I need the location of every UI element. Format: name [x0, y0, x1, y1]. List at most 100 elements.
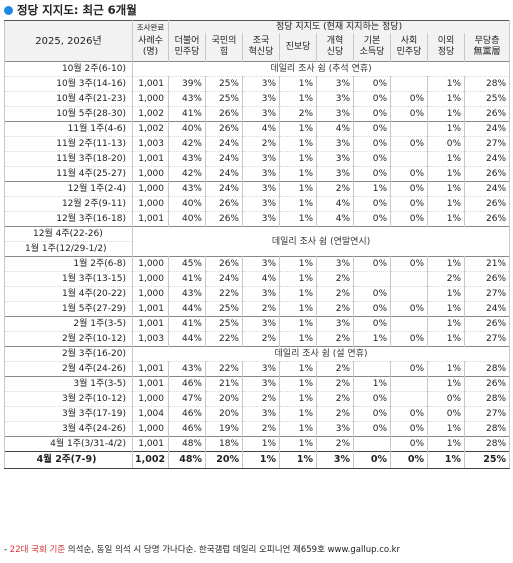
- percent-cell: 20%: [205, 391, 243, 407]
- percent-cell: 20%: [205, 406, 243, 422]
- percent-cell: 1%: [427, 331, 465, 347]
- sample-size: 1,000: [132, 256, 169, 272]
- table-row: 11월 4주(25-27) 1,000 42% 24% 3% 1% 3% 0% 0% 1% 26%: [4, 166, 511, 182]
- table-row: 2월 1주(3-5) 1,001 41% 25% 3% 1% 3% 0% 1% 26%: [4, 316, 511, 332]
- percent-cell: 44%: [168, 331, 206, 347]
- table-row: 10월 4주(21-23) 1,000 43% 25% 3% 1% 3% 0% 0% 1% 25%: [4, 91, 511, 107]
- percent-cell: 1%: [427, 316, 465, 332]
- period-label: 3월 2주(10-12): [4, 391, 133, 407]
- percent-cell: 40%: [168, 211, 206, 227]
- percent-cell: 1%: [427, 211, 465, 227]
- percent-cell: 0%: [390, 91, 428, 107]
- percent-cell: 25%: [205, 316, 243, 332]
- percent-cell: 1%: [427, 91, 465, 107]
- percent-cell: 0%: [353, 391, 391, 407]
- percent-cell: 3%: [316, 136, 354, 152]
- latest-row: 4월 2주(7-9) 1,002 48% 20% 1% 1% 3% 0% 0% 1% 25%: [4, 451, 511, 469]
- sample-size: 1,000: [132, 181, 169, 197]
- percent-cell: 27%: [463, 136, 511, 152]
- percent-cell: 3%: [316, 106, 354, 122]
- percent-cell: 1%: [279, 421, 317, 437]
- percent-cell: 28%: [463, 361, 511, 377]
- percent-cell: 1%: [279, 76, 317, 92]
- percent-cell: 28%: [463, 436, 511, 452]
- period-label: 11월 2주(11-13): [4, 136, 133, 152]
- period-label: 4월 2주(7-9): [4, 451, 133, 469]
- percent-cell: 43%: [168, 181, 206, 197]
- sample-size: 1,002: [132, 106, 169, 122]
- percent-cell: 2%: [316, 361, 354, 377]
- period-label: 2월 3주(16-20): [4, 346, 133, 362]
- period-label: 10월 5주(28-30): [4, 106, 133, 122]
- percent-cell: 0%: [353, 286, 391, 302]
- percent-cell: [390, 286, 428, 302]
- table-row: 1월 5주(27-29) 1,001 44% 25% 2% 1% 2% 0% 0% 1% 24%: [4, 301, 511, 317]
- period-label: 12월 3주(16-18): [4, 211, 133, 227]
- period-label: 11월 1주(4-6): [4, 121, 133, 137]
- percent-cell: 4%: [242, 121, 280, 137]
- sample-size: 1,000: [132, 196, 169, 212]
- period-label: 1월 5주(27-29): [4, 301, 133, 317]
- percent-cell: 25%: [463, 91, 511, 107]
- page-title: 정당 지지도: 최근 6개월: [4, 2, 137, 18]
- percent-cell: 43%: [168, 361, 206, 377]
- percent-cell: 3%: [316, 76, 354, 92]
- percent-cell: 22%: [205, 331, 243, 347]
- period-label: 1월 3주(13-15): [4, 271, 133, 287]
- percent-cell: 0%: [353, 76, 391, 92]
- sample-size: 1,000: [132, 391, 169, 407]
- percent-cell: 20%: [205, 451, 243, 469]
- period-label: 1월 1주(12/29-1/2): [4, 241, 133, 257]
- period-label: 10월 3주(14-16): [4, 76, 133, 92]
- percent-cell: 26%: [205, 196, 243, 212]
- percent-cell: 25%: [205, 301, 243, 317]
- percent-cell: 2%: [242, 391, 280, 407]
- percent-cell: 1%: [279, 271, 317, 287]
- percent-cell: 1%: [279, 121, 317, 137]
- percent-cell: 19%: [205, 421, 243, 437]
- percent-cell: 0%: [390, 331, 428, 347]
- percent-cell: 3%: [242, 196, 280, 212]
- percent-cell: [390, 271, 428, 287]
- period-label: 1월 2주(6-8): [4, 256, 133, 272]
- table-row: 10월 2주(6-10) 데일리 조사 쉼 (추석 연휴): [4, 61, 511, 77]
- percent-cell: [353, 436, 391, 452]
- percent-cell: 3%: [242, 211, 280, 227]
- percent-cell: 44%: [168, 301, 206, 317]
- percent-cell: 26%: [205, 121, 243, 137]
- percent-cell: 1%: [427, 301, 465, 317]
- percent-cell: 0%: [427, 406, 465, 422]
- percent-cell: 1%: [427, 376, 465, 392]
- percent-cell: 4%: [316, 211, 354, 227]
- period-label: 12월 4주(22-26): [4, 226, 133, 242]
- percent-cell: 46%: [168, 406, 206, 422]
- period-label: 2월 1주(3-5): [4, 316, 133, 332]
- percent-cell: 24%: [463, 301, 511, 317]
- percent-cell: 1%: [279, 136, 317, 152]
- percent-cell: [390, 121, 428, 137]
- percent-cell: 1%: [427, 106, 465, 122]
- period-label: 1월 4주(20-22): [4, 286, 133, 302]
- break-note: 데일리 조사 쉼 (연말연시): [131, 226, 511, 257]
- sample-size: 1,001: [132, 301, 169, 317]
- sample-size: 1,000: [132, 421, 169, 437]
- percent-cell: 3%: [242, 91, 280, 107]
- percent-cell: 46%: [168, 421, 206, 437]
- percent-cell: 1%: [427, 361, 465, 377]
- percent-cell: 2%: [316, 301, 354, 317]
- percent-cell: 24%: [463, 151, 511, 167]
- percent-cell: 28%: [463, 421, 511, 437]
- percent-cell: [390, 76, 428, 92]
- percent-cell: 47%: [168, 391, 206, 407]
- percent-cell: [390, 316, 428, 332]
- percent-cell: 0%: [390, 301, 428, 317]
- percent-cell: 2%: [316, 271, 354, 287]
- table-row: 10월 5주(28-30) 1,002 41% 26% 3% 2% 3% 0% 0% 1% 26%: [4, 106, 511, 122]
- percent-cell: 0%: [353, 151, 391, 167]
- period-label: 11월 3주(18-20): [4, 151, 133, 167]
- party-header: 기본 소득당: [353, 33, 391, 62]
- percent-cell: 24%: [205, 166, 243, 182]
- sample-size: 1,000: [132, 166, 169, 182]
- sample-size: 1,001: [132, 76, 169, 92]
- percent-cell: 1%: [279, 376, 317, 392]
